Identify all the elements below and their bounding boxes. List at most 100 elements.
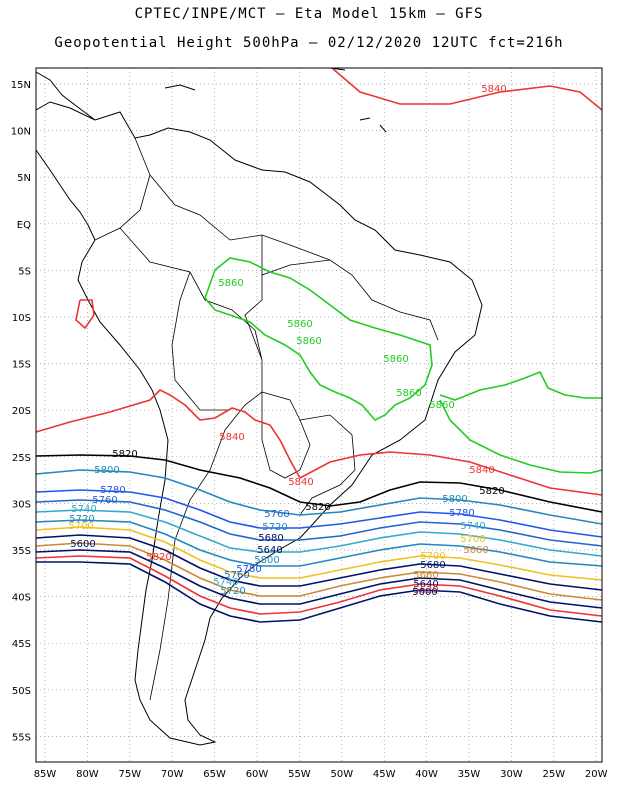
contour-label: 5780 xyxy=(236,564,261,575)
contour-label: 5860 xyxy=(396,388,421,399)
contour-label: 5840 xyxy=(288,477,313,488)
contour-5640 xyxy=(35,549,603,609)
longitude-labels: 85W 80W 75W 70W 65W 60W 55W 50W 45W 40W 35W 30W 25W 2… xyxy=(34,769,608,780)
lon-tick-label: 75W xyxy=(118,769,141,780)
lon-tick-label: 70W xyxy=(161,769,184,780)
contour-label: 5720 xyxy=(220,586,245,597)
contour-label: 5820 xyxy=(479,486,504,497)
contour-label: 5860 xyxy=(429,400,454,411)
contour-5600 xyxy=(36,561,603,623)
contour-5840-north xyxy=(331,67,603,111)
lat-tick-label: 40S xyxy=(12,593,31,604)
south-america-coastline xyxy=(35,101,483,746)
contour-label: 5820 xyxy=(146,552,171,563)
central-america-coastline xyxy=(35,71,96,121)
contour-5680 xyxy=(35,534,603,591)
contour-label: 5840 xyxy=(481,84,506,95)
lon-tick-label: 50W xyxy=(330,769,353,780)
contour-label: 5840 xyxy=(219,432,244,443)
contour-5660 xyxy=(35,542,603,601)
contour-label: 5740 xyxy=(71,504,96,515)
lat-lon-grid xyxy=(36,68,602,762)
contour-label: 5720 xyxy=(262,522,287,533)
contour-label: 5620 xyxy=(413,585,438,596)
contour-5840-south-a xyxy=(35,389,301,479)
lon-tick-label: 40W xyxy=(415,769,438,780)
lon-tick-label: 80W xyxy=(76,769,99,780)
contour-label: 5860 xyxy=(218,278,243,289)
contour-label: 5820 xyxy=(305,502,330,513)
contour-5700 xyxy=(35,526,603,581)
contour-label: 5800 xyxy=(254,555,279,566)
country-borders xyxy=(94,137,439,701)
contour-label: 5820 xyxy=(112,449,137,460)
lon-tick-label: 60W xyxy=(246,769,269,780)
map-frame xyxy=(35,67,603,763)
contour-labels: 5840 5860 5860 5860 5860 5860 5860 5840 5820 5840… xyxy=(68,84,506,598)
map-title-line-2: Geopotential Height 500hPa – 02/12/2020 … xyxy=(54,35,564,51)
lat-tick-label: 20S xyxy=(12,406,31,417)
contour-label: 5780 xyxy=(100,485,125,496)
contour-5760 xyxy=(35,499,603,547)
caribbean-islands xyxy=(164,67,387,133)
contour-5860-east xyxy=(439,370,602,401)
contour-label: 5600 xyxy=(412,587,437,598)
contour-5860-amazon xyxy=(204,257,433,421)
lon-tick-label: 20W xyxy=(585,769,608,780)
contour-5840-south-b xyxy=(299,451,603,496)
lon-tick-label: 35W xyxy=(458,769,481,780)
contour-label: 5640 xyxy=(257,545,282,556)
lat-tick-label: 10N xyxy=(11,127,31,138)
contour-5840-west-loop xyxy=(75,299,95,330)
lat-tick-label: 5S xyxy=(18,266,31,277)
contour-label: 5740 xyxy=(213,577,238,588)
lon-tick-label: 55W xyxy=(288,769,311,780)
contour-label: 5640 xyxy=(413,579,438,590)
contour-label: 5720 xyxy=(69,514,94,525)
contour-label: 5600 xyxy=(70,539,95,550)
contour-5780 xyxy=(35,489,603,538)
contour-label: 5700 xyxy=(420,551,445,562)
contour-label: 5860 xyxy=(287,319,312,330)
lon-tick-label: 30W xyxy=(500,769,523,780)
map-title-line-1: CPTEC/INPE/MCT – Eta Model 15km – GFS xyxy=(134,6,484,22)
lat-tick-label: 15N xyxy=(11,80,31,91)
lat-tick-label: 25S xyxy=(12,453,31,464)
lon-tick-label: 45W xyxy=(373,769,396,780)
contour-label: 5700 xyxy=(68,521,93,532)
latitude-labels: 15N 10N 5N EQ 5S 10S 15S 20S 25S 30S 35S 40S 45S 50S 5… xyxy=(11,80,31,743)
contour-5740 xyxy=(35,509,603,557)
contour-label: 5800 xyxy=(442,494,467,505)
contour-5800 xyxy=(35,469,603,525)
lat-tick-label: EQ xyxy=(17,220,31,231)
contour-label: 5680 xyxy=(420,560,445,571)
contour-label: 5840 xyxy=(469,465,494,476)
contour-label: 5680 xyxy=(258,533,283,544)
contour-label: 5860 xyxy=(383,354,408,365)
contour-label: 5780 xyxy=(449,508,474,519)
geopotential-contours xyxy=(35,67,603,623)
lon-tick-label: 25W xyxy=(542,769,565,780)
lat-tick-label: 45S xyxy=(12,639,31,650)
contour-label: 5700 xyxy=(460,534,485,545)
contour-label: 5660 xyxy=(463,545,488,556)
contour-label: 5800 xyxy=(94,465,119,476)
lat-tick-label: 55S xyxy=(12,732,31,743)
contour-5860-southeast xyxy=(439,399,603,474)
lon-tick-label: 65W xyxy=(203,769,226,780)
contour-label: 5760 xyxy=(264,509,289,520)
lat-tick-label: 50S xyxy=(12,686,31,697)
lat-tick-label: 10S xyxy=(12,313,31,324)
contour-label: 5860 xyxy=(296,336,321,347)
lat-tick-label: 15S xyxy=(12,360,31,371)
contour-5620 xyxy=(35,555,603,617)
contour-label: 5760 xyxy=(224,570,249,581)
lat-tick-label: 5N xyxy=(17,173,31,184)
contour-5820 xyxy=(35,454,603,513)
contour-label: 5660 xyxy=(413,570,438,581)
lat-tick-label: 35S xyxy=(12,546,31,557)
lat-tick-label: 30S xyxy=(12,499,31,510)
lon-tick-label: 85W xyxy=(34,769,57,780)
contour-label: 5740 xyxy=(460,521,485,532)
